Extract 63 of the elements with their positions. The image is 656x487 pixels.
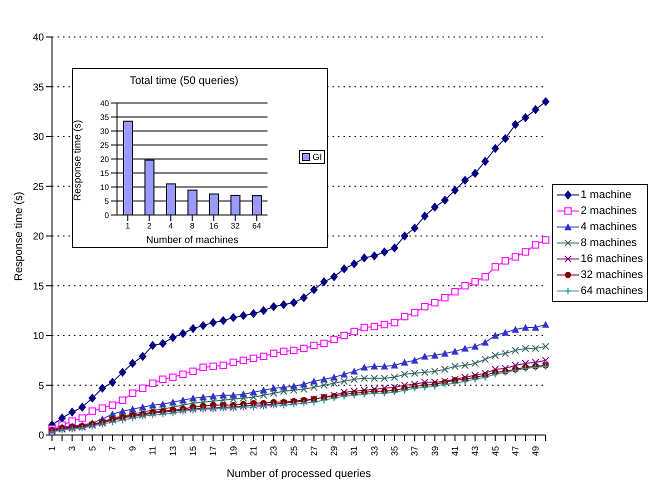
x-tick-label: 32 bbox=[230, 222, 240, 231]
x-tick-label: 27 bbox=[308, 446, 319, 456]
y-tick-label: 35 bbox=[32, 82, 44, 94]
x-tick-label: 15 bbox=[188, 446, 198, 456]
y-tick-label: 0 bbox=[104, 210, 110, 220]
y-tick-label: 20 bbox=[100, 154, 110, 164]
legend-label: 64 machines bbox=[580, 285, 643, 297]
x-tick-label: 1 bbox=[126, 222, 131, 231]
x-tick-label: 17 bbox=[208, 446, 218, 456]
x-tick-label: 35 bbox=[390, 446, 400, 456]
x-tick-label: 1 bbox=[47, 446, 57, 452]
chart-title: Total time (50 queries) bbox=[128, 75, 240, 87]
y-tick-label: 40 bbox=[100, 98, 110, 108]
legend-label: 2 machines bbox=[580, 205, 637, 217]
x-tick-label: 4 bbox=[168, 222, 174, 231]
y-tick-label: 15 bbox=[32, 281, 44, 292]
x-tick-label: 41 bbox=[450, 446, 460, 456]
legend-label: 4 machines bbox=[580, 221, 637, 233]
x-tick-label: 45 bbox=[490, 446, 500, 456]
x-tick-label: 25 bbox=[288, 446, 299, 456]
legend-label: 1 machine bbox=[580, 189, 632, 201]
x-tick-label: 37 bbox=[410, 446, 420, 456]
y-tick-label: 25 bbox=[32, 182, 44, 193]
x-axis-title: Number of machines bbox=[146, 235, 238, 246]
x-tick-label: 43 bbox=[470, 446, 480, 456]
legend-label: 32 machines bbox=[580, 269, 643, 281]
x-tick-label: 11 bbox=[148, 446, 158, 456]
x-tick-label: 16 bbox=[209, 222, 219, 231]
x-tick-label: 5 bbox=[87, 446, 98, 452]
y-tick-label: 25 bbox=[100, 140, 110, 150]
x-tick-label: 31 bbox=[349, 446, 360, 456]
x-tick-label: 23 bbox=[268, 446, 279, 456]
x-tick-label: 7 bbox=[107, 446, 118, 452]
x-tick-label: 29 bbox=[329, 446, 340, 456]
y-axis-title: Response time (s) bbox=[72, 120, 84, 201]
y-axis-title: Response time (s) bbox=[12, 192, 25, 281]
x-tick-label: 49 bbox=[530, 446, 541, 456]
y-tick-label: 30 bbox=[100, 126, 110, 136]
legend-label: GI bbox=[302, 152, 322, 162]
legend-label: 16 machines bbox=[580, 253, 643, 265]
y-tick-label: 40 bbox=[32, 32, 44, 44]
y-tick-label: 35 bbox=[100, 112, 110, 122]
x-tick-label: 8 bbox=[190, 222, 196, 231]
legend-label: 8 machines bbox=[580, 237, 637, 249]
x-tick-label: 3 bbox=[67, 446, 78, 452]
y-tick-label: 5 bbox=[104, 196, 110, 206]
x-tick-label: 13 bbox=[168, 446, 178, 456]
x-tick-label: 47 bbox=[510, 446, 520, 456]
y-tick-label: 0 bbox=[38, 430, 44, 442]
x-axis-title: Number of processed queries bbox=[226, 468, 372, 480]
x-tick-label: 21 bbox=[248, 446, 258, 456]
x-tick-label: 33 bbox=[369, 446, 380, 456]
x-tick-label: 19 bbox=[228, 446, 238, 456]
x-tick-label: 9 bbox=[128, 446, 138, 452]
x-tick-label: 2 bbox=[147, 222, 152, 231]
y-tick-label: 15 bbox=[100, 168, 110, 178]
y-tick-label: 30 bbox=[32, 132, 44, 144]
y-tick-label: 20 bbox=[32, 232, 44, 243]
y-tick-label: 10 bbox=[100, 182, 110, 192]
y-tick-label: 10 bbox=[32, 331, 44, 342]
x-tick-label: 39 bbox=[430, 446, 440, 456]
x-tick-label: 64 bbox=[252, 222, 262, 231]
y-tick-label: 5 bbox=[38, 380, 44, 392]
